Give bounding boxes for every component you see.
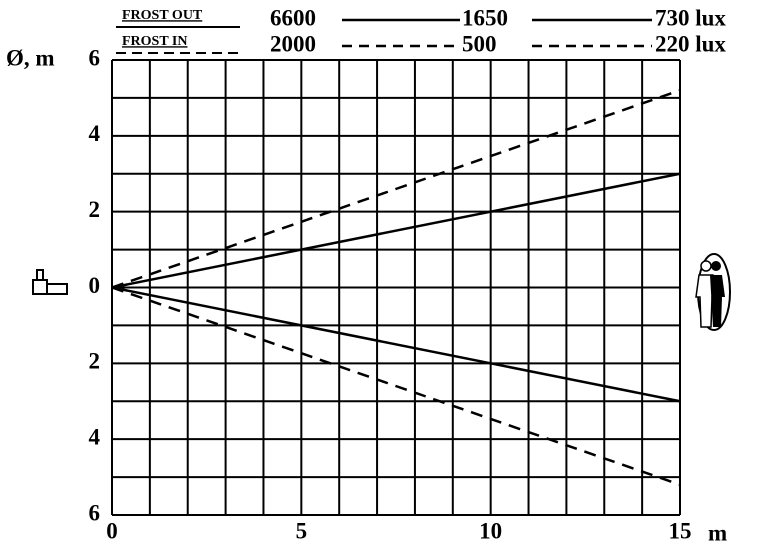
beam-line [111, 172, 681, 289]
x-tick-label: 10 [479, 518, 502, 543]
y-tick-label: 4 [89, 121, 101, 146]
x-axis-label: m [708, 520, 727, 545]
lux-label: 220 lux [655, 31, 726, 56]
beam-line [111, 286, 681, 403]
lux-label: 2000 [270, 31, 316, 56]
y-tick-label: 0 [89, 273, 101, 298]
y-tick-label: 6 [89, 45, 101, 70]
beam-line [111, 89, 681, 289]
lux-label: 1650 [462, 5, 508, 30]
lux-label: 730 lux [655, 5, 726, 30]
y-tick-label: 4 [89, 424, 101, 449]
legend-label: FROST OUT [122, 8, 203, 23]
x-tick-label: 0 [106, 518, 118, 543]
y-tick-label: 2 [89, 197, 101, 222]
person-icon [695, 253, 731, 331]
y-axis-label: Ø, m [6, 45, 55, 70]
beam-line [111, 286, 681, 486]
x-tick-label: 5 [296, 518, 308, 543]
y-tick-label: 6 [89, 500, 101, 525]
lux-label: 500 [462, 31, 497, 56]
x-tick-label: 15 [669, 518, 692, 543]
lux-label: 6600 [270, 5, 316, 30]
y-tick-label: 2 [89, 349, 101, 374]
projector-icon [32, 269, 68, 295]
legend-label: FROST IN [122, 34, 187, 49]
